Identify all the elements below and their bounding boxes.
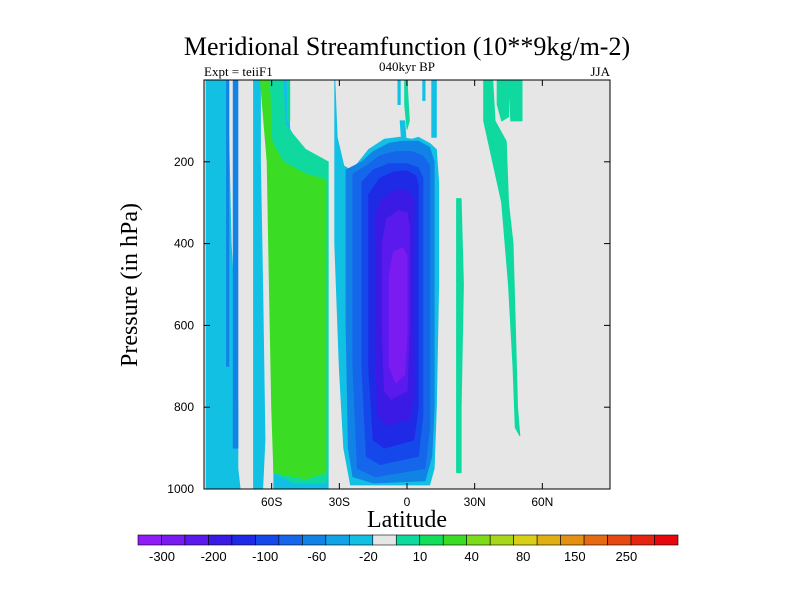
colorbar-label: -200 <box>201 549 227 564</box>
colorbar-swatch <box>630 534 655 546</box>
colorbar-swatch <box>466 534 491 546</box>
colorbar-swatch <box>489 534 514 546</box>
colorbar-swatch <box>348 534 374 546</box>
colorbar-swatch <box>255 534 280 546</box>
contour-fills <box>205 79 523 490</box>
colorbar-label: -300 <box>149 549 175 564</box>
colorbar-label: -60 <box>307 549 326 564</box>
colorbar-swatch <box>536 534 561 546</box>
y-tick-label: 400 <box>174 237 194 251</box>
y-tick-label: 800 <box>174 400 194 414</box>
contour-region <box>388 247 408 384</box>
y-tick-label: 1000 <box>167 482 194 496</box>
contour-region <box>259 79 327 480</box>
contour-region <box>226 79 230 367</box>
contour-region <box>456 198 464 474</box>
contour-region <box>508 79 523 122</box>
colorbar-swatch <box>513 534 538 546</box>
colorbar-swatch <box>560 534 585 546</box>
x-tick-label: 60S <box>261 495 282 509</box>
season-label: JJA <box>590 64 610 79</box>
colorbar-label: 40 <box>464 549 478 564</box>
y-axis-ticks: 200 400 600 800 1000 <box>167 155 610 496</box>
contour-region <box>431 79 437 138</box>
x-tick-label: 30S <box>329 495 350 509</box>
y-axis-label: Pressure (in hPa) <box>117 203 143 367</box>
colorbar-label: 250 <box>616 549 638 564</box>
colorbar-swatch <box>607 534 632 546</box>
colorbar-label: -100 <box>252 549 278 564</box>
x-tick-label: 60N <box>531 495 553 509</box>
contour-region <box>287 79 291 122</box>
colorbar-label: 10 <box>413 549 427 564</box>
colorbar-swatch <box>325 534 350 546</box>
contour-region <box>205 79 214 490</box>
colorbar-swatch <box>231 534 256 546</box>
colorbar-label: 150 <box>564 549 586 564</box>
colorbar-label: 80 <box>516 549 530 564</box>
colorbar-swatch <box>372 534 397 546</box>
colorbar-labels: -300 -200 -100 -60 -20 10 40 80 150 250 <box>149 549 637 564</box>
colorbar-swatch <box>137 534 162 546</box>
colorbar-swatch <box>184 534 209 546</box>
plot-area <box>203 79 611 490</box>
contour-region <box>422 79 426 101</box>
x-axis-label: Latitude <box>367 507 447 533</box>
colorbar <box>137 534 679 546</box>
colorbar-swatch <box>302 534 327 546</box>
colorbar-swatch <box>442 534 468 546</box>
x-tick-label: 30N <box>464 495 486 509</box>
contour-region <box>483 79 521 437</box>
colorbar-label: -20 <box>359 549 378 564</box>
colorbar-swatch <box>583 534 608 546</box>
colorbar-swatch <box>208 534 233 546</box>
x-axis-ticks: 60S 30S 0 30N 60N <box>261 80 553 509</box>
y-tick-label: 600 <box>174 318 194 332</box>
colorbar-swatch <box>419 534 444 546</box>
colorbar-swatch <box>395 534 421 546</box>
colorbar-swatch <box>161 534 186 546</box>
contour-region <box>232 79 239 449</box>
colorbar-swatch <box>278 534 303 546</box>
colorbar-swatch <box>654 534 679 546</box>
contour-region <box>397 79 401 105</box>
y-tick-label: 200 <box>174 155 194 169</box>
period-label: 040kyr BP <box>379 59 435 74</box>
expt-label: Expt = teiiF1 <box>204 64 273 79</box>
chart-title: Meridional Streamfunction (10**9kg/m-2) <box>184 32 630 61</box>
x-tick-label: 0 <box>404 495 411 509</box>
